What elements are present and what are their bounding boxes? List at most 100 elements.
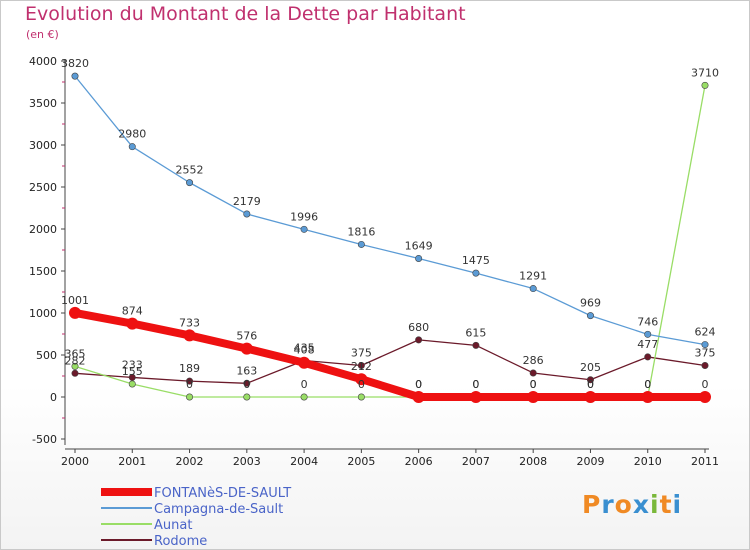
data-point — [243, 393, 251, 401]
data-label: 0 — [415, 378, 422, 391]
data-label: 624 — [695, 326, 716, 339]
data-label: 435 — [294, 341, 315, 354]
series-line — [71, 308, 709, 401]
data-label: 2552 — [176, 164, 204, 177]
x-tick-label: 2007 — [462, 455, 490, 468]
data-label: 408 — [294, 344, 315, 357]
data-label: 576 — [236, 330, 257, 343]
data-label: 680 — [408, 321, 429, 334]
chart-legend: FONTANèS-DE-SAULTCampagna-de-SaultAunatR… — [101, 486, 291, 549]
x-tick-label: 2005 — [347, 455, 375, 468]
data-label: 874 — [122, 305, 143, 318]
x-tick-label: 2011 — [691, 455, 719, 468]
data-point — [183, 329, 196, 342]
data-label: 0 — [530, 378, 537, 391]
series-line — [74, 339, 706, 384]
data-label: 0 — [358, 378, 365, 391]
x-tick-label: 2000 — [61, 455, 89, 468]
legend-item: Aunat — [101, 518, 192, 533]
data-labels-layer: 1001 874 733 576 408 212 0 0 0 0 0 0 3820 2980 2552 217… — [61, 57, 719, 391]
data-point — [529, 285, 537, 293]
logo-letter: x — [632, 490, 650, 519]
y-tick-label: 2500 — [29, 181, 57, 194]
series-campagna-de-sault — [71, 72, 709, 349]
data-label: 282 — [65, 354, 86, 367]
data-point — [186, 393, 194, 401]
chart-axes: -500 0 500 1000 1500 2000 2500 3000 3500 4000 2000… — [29, 55, 719, 468]
series-line — [74, 75, 706, 346]
data-point — [126, 317, 139, 330]
data-point — [415, 336, 423, 344]
data-label: 0 — [415, 378, 422, 391]
data-label: 1291 — [519, 270, 547, 283]
data-label: 365 — [65, 347, 86, 360]
y-tick-label: 500 — [36, 349, 57, 362]
logo-letter: o — [614, 490, 633, 519]
data-label: 0 — [472, 378, 479, 391]
y-tick-label: 3000 — [29, 139, 57, 152]
data-label: 375 — [351, 347, 372, 360]
data-point — [412, 391, 425, 403]
data-label: 189 — [179, 362, 200, 375]
data-point — [701, 361, 709, 369]
series-layer — [69, 72, 711, 403]
data-point — [357, 393, 365, 401]
data-label: 0 — [186, 378, 193, 391]
x-tick-label: 2008 — [519, 455, 547, 468]
data-point — [472, 269, 480, 277]
series-line — [74, 84, 706, 398]
data-point — [469, 391, 482, 403]
legend-item: Rodome — [101, 534, 207, 549]
data-label: 1649 — [405, 239, 433, 252]
x-tick-label: 2003 — [233, 455, 261, 468]
data-point — [701, 341, 709, 349]
data-label: 1475 — [462, 254, 490, 267]
data-point — [357, 361, 365, 369]
y-tick-label: 1000 — [29, 307, 57, 320]
data-point — [69, 306, 81, 319]
series-fontan-s-de-sault — [69, 306, 711, 403]
data-label: 0 — [530, 378, 537, 391]
data-label: 1001 — [61, 294, 89, 307]
logo-letter: r — [601, 490, 615, 519]
data-point — [529, 369, 537, 377]
data-point — [71, 72, 79, 80]
data-point — [71, 369, 79, 377]
data-label: 3710 — [691, 66, 719, 79]
chart-unit-label: (en €) — [26, 28, 59, 41]
legend-label: Campagna-de-Sault — [154, 502, 283, 517]
data-label: 205 — [580, 361, 601, 374]
legend-label: Rodome — [154, 534, 207, 549]
x-tick-label: 2001 — [118, 455, 146, 468]
data-point — [527, 391, 540, 403]
series-rodome — [71, 336, 709, 387]
y-tick-label: 2000 — [29, 223, 57, 236]
y-tick-label: 1500 — [29, 265, 57, 278]
x-tick-label: 2006 — [405, 455, 433, 468]
data-label: 615 — [465, 326, 486, 339]
data-label: 3820 — [61, 57, 89, 70]
data-label: 0 — [301, 378, 308, 391]
data-label: 212 — [351, 360, 372, 373]
data-label: 155 — [122, 365, 143, 378]
data-point — [186, 377, 194, 385]
data-point — [699, 391, 711, 403]
data-label: 286 — [523, 354, 544, 367]
data-label: 163 — [236, 364, 257, 377]
data-label: 1996 — [290, 210, 318, 223]
data-label: 733 — [179, 316, 200, 329]
data-point — [128, 380, 136, 388]
data-point — [644, 330, 652, 338]
x-tick-label: 2002 — [176, 455, 204, 468]
logo-letter: P — [582, 490, 602, 519]
data-point — [71, 362, 79, 370]
data-label: 0 — [472, 378, 479, 391]
data-label: 1816 — [347, 225, 375, 238]
data-point — [415, 254, 423, 262]
data-label: 0 — [243, 378, 250, 391]
data-point — [586, 312, 594, 320]
data-label: 746 — [637, 315, 658, 328]
data-label: 0 — [644, 378, 651, 391]
data-label: 0 — [587, 378, 594, 391]
